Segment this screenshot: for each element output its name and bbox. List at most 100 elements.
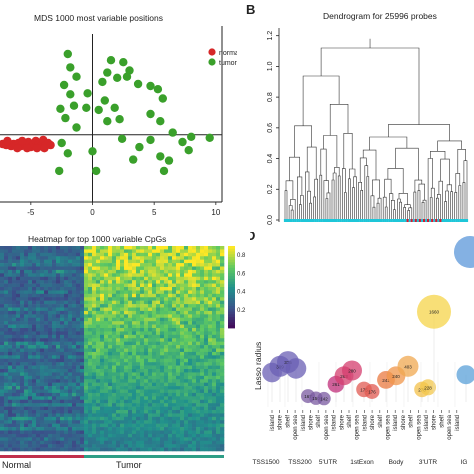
heatmap-cell: [112, 447, 117, 452]
heatmap-cell: [220, 416, 225, 421]
heatmap-cell: [68, 375, 73, 380]
heatmap-cell: [220, 334, 225, 339]
heatmap-cell: [60, 287, 65, 291]
heatmap-cell: [144, 348, 149, 353]
heatmap-cell: [44, 269, 49, 274]
heatmap-cell: [212, 273, 217, 278]
heatmap-cell: [156, 273, 161, 278]
heatmap-cell: [164, 317, 169, 322]
heatmap-cell: [48, 310, 53, 315]
heatmap-cell: [160, 345, 165, 349]
heatmap-cell: [104, 348, 109, 353]
heatmap-cell: [24, 362, 29, 366]
heatmap-cell: [200, 430, 205, 435]
dendrogram-link: [284, 190, 288, 220]
heatmap-cell: [144, 386, 149, 390]
heatmap-cell: [64, 297, 69, 301]
heatmap-cell: [32, 297, 37, 301]
heatmap-cell: [72, 269, 77, 274]
heatmap-cell: [56, 362, 61, 366]
heatmap-cell: [192, 416, 197, 421]
heatmap-cell: [160, 256, 165, 260]
heatmap-cell: [184, 341, 189, 346]
heatmap-cell: [148, 324, 153, 329]
heatmap-cell: [28, 314, 33, 319]
heatmap-cell: [168, 304, 173, 308]
heatmap-cell: [20, 406, 25, 411]
heatmap-cell: [128, 447, 133, 452]
heatmap-cell: [104, 280, 109, 284]
colorbar-step: [228, 314, 235, 318]
heatmap-cell: [144, 297, 149, 301]
heatmap-cell: [140, 317, 145, 322]
heatmap-cell: [180, 413, 185, 418]
heatmap-cell: [196, 280, 201, 284]
heatmap-cell: [12, 437, 17, 442]
leaf-tumor: [349, 219, 352, 222]
heatmap-cell: [148, 321, 153, 325]
heatmap-cell: [36, 266, 41, 271]
heatmap-cell: [20, 307, 25, 312]
heatmap-cell: [132, 307, 137, 312]
heatmap-cell: [132, 416, 137, 421]
heatmap-cell: [128, 259, 133, 264]
heatmap-cell: [144, 345, 149, 349]
heatmap-cell: [0, 345, 5, 349]
dendrogram-link: [299, 204, 302, 220]
heatmap-cell: [188, 379, 193, 383]
heatmap-cell: [104, 328, 109, 332]
heatmap-cell: [4, 269, 9, 274]
heatmap-cell: [200, 416, 205, 421]
heatmap-cell: [192, 433, 197, 438]
heatmap-cell: [140, 283, 145, 288]
heatmap-cell: [4, 399, 9, 404]
heatmap-cell: [80, 341, 85, 346]
heatmap-cell: [212, 362, 217, 366]
heatmap-cell: [112, 273, 117, 278]
heatmap-cell: [128, 389, 133, 394]
heatmap-cell: [56, 287, 61, 291]
heatmap-cell: [192, 403, 197, 407]
heatmap-cell: [64, 420, 69, 424]
heatmap-cell: [220, 403, 225, 407]
panel-letter-b: B: [246, 2, 255, 17]
heatmap-cell: [172, 269, 177, 274]
heatmap-cell: [128, 392, 133, 397]
heatmap-cell: [128, 444, 133, 448]
heatmap-cell: [40, 256, 45, 260]
heatmap-cell: [128, 372, 133, 377]
mds-title: MDS 1000 most variable positions: [34, 13, 163, 23]
heatmap-cell: [44, 334, 49, 339]
heatmap-cell: [116, 246, 121, 250]
leaf-normal: [418, 219, 422, 222]
heatmap-cell: [12, 379, 17, 383]
heatmap-cell: [124, 307, 129, 312]
heatmap-cell: [48, 280, 53, 284]
heatmap-cell: [156, 307, 161, 312]
heatmap-cell: [208, 427, 213, 431]
heatmap-cell: [172, 420, 177, 424]
heatmap-cell: [8, 328, 13, 332]
heatmap-cell: [4, 324, 9, 329]
heatmap-cell: [152, 444, 157, 448]
heatmap-cell: [156, 372, 161, 377]
heatmap-cell: [172, 437, 177, 442]
lasso-x-tick-label: shelf: [285, 415, 291, 428]
heatmap-cell: [152, 341, 157, 346]
heatmap-cell: [40, 263, 45, 267]
heatmap-cell: [44, 433, 49, 438]
mds-point-normal: [40, 144, 49, 153]
heatmap-cell: [52, 310, 57, 315]
heatmap-cell: [152, 317, 157, 322]
heatmap-cell: [136, 256, 141, 260]
leaf-tumor: [326, 219, 329, 222]
heatmap-cell: [108, 433, 113, 438]
heatmap-cell: [124, 413, 129, 418]
heatmap-cell: [76, 328, 81, 332]
heatmap-cell: [136, 430, 141, 435]
heatmap-cell: [0, 379, 5, 383]
heatmap-cell: [68, 273, 73, 278]
heatmap-cell: [96, 331, 101, 336]
heatmap-cell: [140, 334, 145, 339]
heatmap-cell: [192, 252, 197, 257]
